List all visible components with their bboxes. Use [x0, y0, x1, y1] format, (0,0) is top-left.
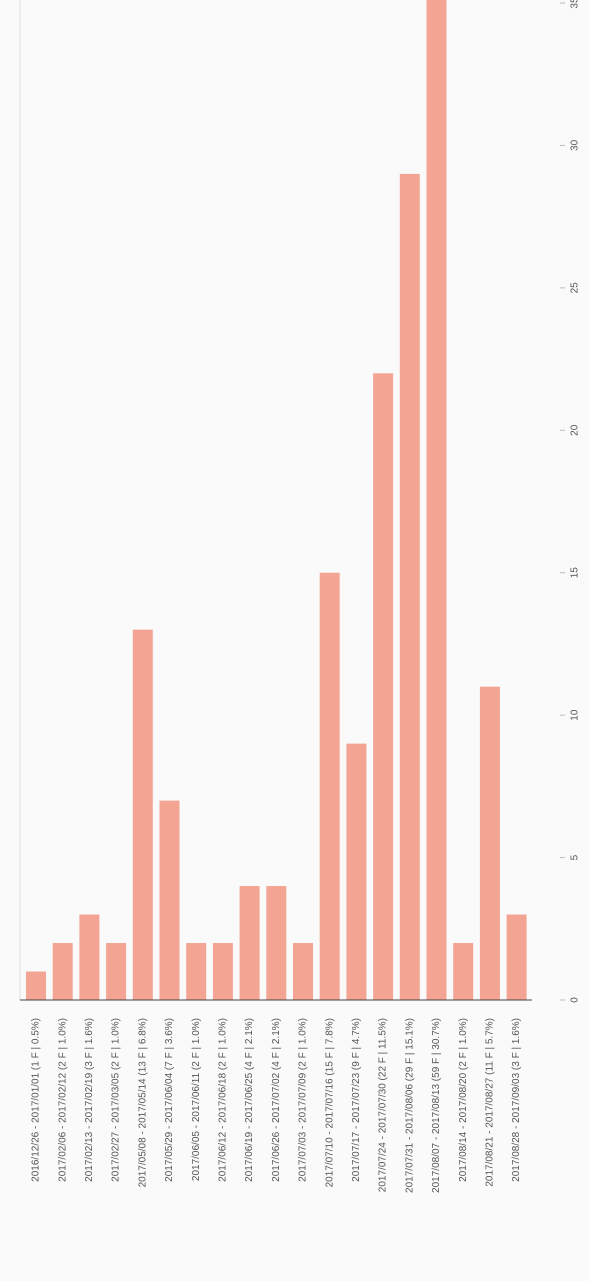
bar [26, 971, 46, 1000]
x-tick-label: 2017/08/28 - 2017/09/03 (3 F | 1.6%) [511, 1018, 522, 1182]
bar [106, 943, 127, 1000]
x-tick-label: 2017/08/14 - 2017/08/20 (2 F | 1.0%) [458, 1018, 469, 1182]
bar [186, 943, 207, 1000]
x-tick-label: 2017/08/21 - 2017/08/27 (11 F | 5.7%) [485, 1018, 496, 1187]
bar [479, 686, 500, 1000]
bar [319, 572, 340, 1000]
bar [453, 943, 474, 1000]
bar [79, 914, 100, 1000]
y-tick-label: 5 [570, 854, 581, 860]
x-tick-label: 2017/05/08 - 2017/05/14 (13 F | 6.8%) [137, 1018, 148, 1187]
x-tick-label: 2017/07/24 - 2017/07/30 (22 F | 11.5%) [378, 1018, 389, 1192]
y-tick-label: 35 [570, 0, 581, 9]
y-tick-label: 15 [570, 567, 581, 579]
x-tick-label: 2016/12/26 - 2017/01/01 (1 F | 0.5%) [31, 1018, 42, 1182]
bar [346, 743, 367, 1000]
bar [159, 800, 180, 1000]
bar [293, 943, 313, 1000]
bar [373, 373, 394, 1000]
x-tick-label: 2017/06/12 - 2017/06/18 (2 F | 1.0%) [218, 1018, 229, 1182]
x-tick-label: 2017/06/05 - 2017/06/11 (2 F | 1.0%) [191, 1018, 202, 1181]
y-tick-label: 10 [570, 709, 581, 721]
y-tick-label: 25 [570, 282, 581, 294]
y-tick-label: 20 [570, 424, 581, 436]
bar [506, 914, 527, 1000]
x-tick-label: 2017/08/07 - 2017/08/13 (59 F | 30.7%) [431, 1018, 442, 1193]
bar [52, 943, 73, 1000]
bar [426, 0, 447, 1000]
y-tick-label: 30 [570, 139, 581, 151]
x-tick-label: 2017/05/29 - 2017/06/04 (7 F | 3.6%) [164, 1018, 175, 1182]
x-tick-label: 2017/02/13 - 2017/02/19 (3 F | 1.6%) [84, 1018, 95, 1182]
bar [132, 629, 153, 1000]
bar [266, 886, 287, 1000]
x-tick-label: 2017/02/06 - 2017/02/12 (2 F | 1.0%) [57, 1018, 68, 1182]
bar [239, 886, 260, 1000]
bar [212, 943, 233, 1000]
x-tick-label: 2017/07/31 - 2017/08/06 (29 F | 15.1%) [404, 1018, 415, 1193]
bar [399, 173, 420, 1000]
x-tick-label: 2017/06/26 - 2017/07/02 (4 F | 2.1%) [271, 1018, 282, 1182]
x-tick-label: 2017/07/03 - 2017/07/09 (2 F | 1.0%) [298, 1018, 309, 1182]
x-tick-label: 2017/07/17 - 2017/07/23 (9 F | 4.7%) [351, 1018, 362, 1182]
x-tick-label: 2017/07/10 - 2017/07/16 (15 F | 7.8%) [324, 1018, 335, 1187]
bars [26, 0, 527, 1000]
x-tick-label: 2017/06/19 - 2017/06/25 (4 F | 2.1%) [244, 1018, 255, 1182]
x-tick-label: 2017/02/27 - 2017/03/05 (2 F | 1.0%) [111, 1018, 122, 1182]
y-tick-label: 0 [570, 997, 581, 1003]
